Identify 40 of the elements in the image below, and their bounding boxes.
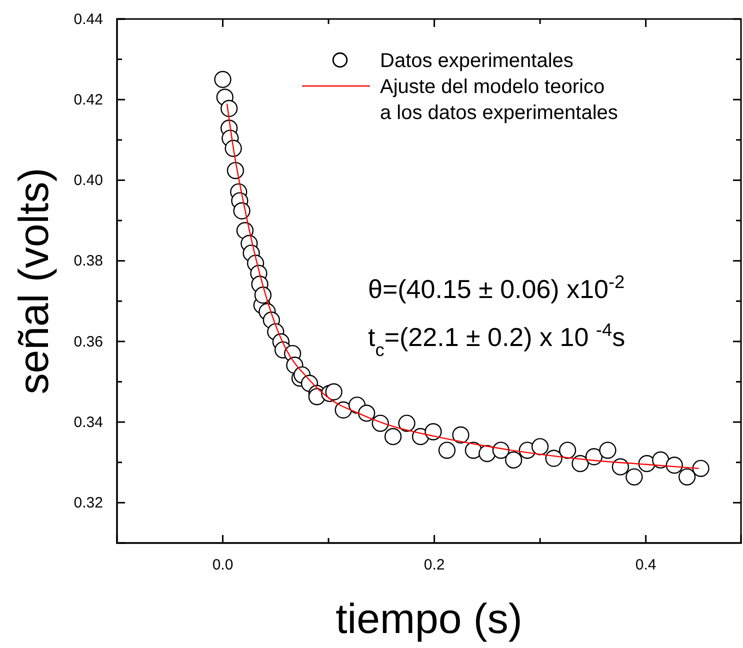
- point: [358, 404, 376, 422]
- point: [220, 100, 238, 118]
- point: [424, 423, 442, 440]
- point: [612, 458, 630, 476]
- y-tick-label: 0.42: [74, 91, 103, 108]
- y-tick-label: 0.40: [74, 172, 103, 190]
- point: [558, 442, 576, 459]
- annotation: θ=(40.15 ± 0.06) x10$^{-2}$: [368, 272, 625, 304]
- x-axis-title: tiempo (s): [336, 595, 522, 642]
- y-tick-label: 0.38: [74, 252, 103, 270]
- y-tick-label: 0.36: [74, 333, 103, 350]
- point: [233, 202, 250, 220]
- legend-label: Ajuste del modelo teorico a los datos experimentales: [380, 76, 618, 124]
- y-tick-label: 0.44: [74, 10, 103, 28]
- annotation: t$_{c}$=(22.1 ± 0.2) x 10 $^{-4}$s: [368, 320, 626, 360]
- point: [372, 414, 389, 432]
- point: [254, 286, 272, 304]
- point: [384, 428, 402, 446]
- point: [572, 455, 589, 472]
- point: [438, 442, 456, 459]
- y-tick-label: 0.32: [74, 494, 103, 512]
- point: [599, 442, 616, 459]
- point: [398, 414, 416, 432]
- point: [226, 162, 244, 180]
- x-tick-label: 0.2: [424, 556, 445, 574]
- point: [692, 460, 710, 477]
- point: [452, 426, 470, 444]
- point: [224, 140, 242, 157]
- legend-label: Datos experimentales: [380, 50, 574, 72]
- y-axis-title: señal (volts): [10, 168, 57, 394]
- point: [626, 468, 643, 486]
- point: [531, 438, 549, 456]
- point: [214, 70, 232, 88]
- point: [325, 383, 342, 400]
- x-tick-label: 0.4: [635, 556, 656, 574]
- point: [678, 468, 696, 486]
- point: [666, 456, 683, 474]
- point: [505, 451, 522, 469]
- x-tick-label: 0.0: [212, 556, 234, 574]
- y-tick-label: 0.34: [74, 414, 103, 431]
